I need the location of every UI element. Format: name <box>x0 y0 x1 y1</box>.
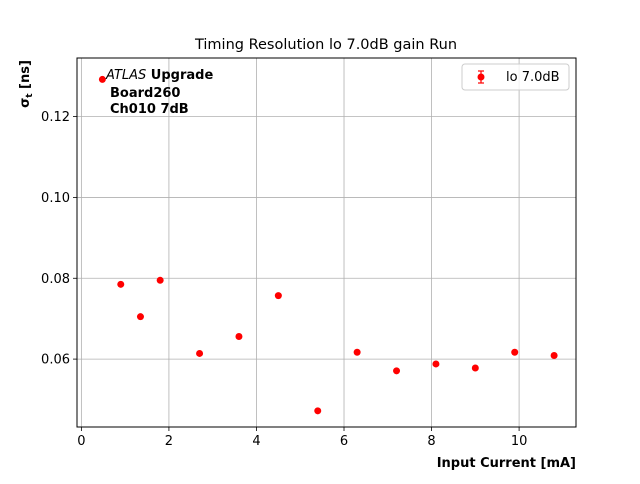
data-point <box>353 348 361 356</box>
upgrade-label: Upgrade <box>146 68 213 83</box>
x-tick-label: 0 <box>77 434 85 449</box>
x-tick-label: 2 <box>165 434 173 449</box>
legend: lo 7.0dB <box>461 63 570 91</box>
y-tick-label: 0.06 <box>41 353 70 368</box>
svg-text:ATLAS Upgrade: ATLAS Upgrade <box>105 68 213 83</box>
data-point <box>117 280 125 288</box>
data-point <box>196 349 204 357</box>
legend-marker <box>477 73 485 81</box>
chart-title: Timing Resolution lo 7.0dB gain Run <box>194 37 457 53</box>
data-point <box>471 364 479 372</box>
y-axis-label: σt [ns] <box>18 60 35 108</box>
data-point <box>156 276 164 284</box>
x-tick-label: 10 <box>511 434 528 449</box>
x-tick-label: 6 <box>340 434 348 449</box>
legend-box <box>461 63 570 91</box>
x-tick-label: 4 <box>252 434 260 449</box>
atlas-annotation: ATLAS Upgrade Board260 Ch010 7dB <box>105 68 213 117</box>
channel-label: Ch010 7dB <box>110 102 189 117</box>
plot-area-frame <box>76 57 577 428</box>
data-point <box>550 351 558 359</box>
data-point <box>432 360 440 368</box>
x-tick-label: 8 <box>427 434 435 449</box>
data-point <box>235 332 243 340</box>
y-tick-label: 0.10 <box>41 191 70 206</box>
x-axis-label: Input Current [mA] <box>437 456 576 471</box>
atlas-label: ATLAS <box>105 68 146 83</box>
y-axis-ticks: 0.06 0.08 0.10 0.12 <box>41 110 77 368</box>
data-point <box>511 348 519 356</box>
y-tick-label: 0.08 <box>41 272 70 287</box>
data-point <box>274 292 282 300</box>
data-points <box>98 75 558 415</box>
board-label: Board260 <box>110 86 180 101</box>
data-point <box>98 75 106 83</box>
y-tick-label: 0.12 <box>41 110 70 125</box>
x-axis-ticks: 0 2 4 6 8 10 <box>77 427 527 449</box>
data-point <box>136 313 144 321</box>
data-point <box>314 407 322 415</box>
data-point <box>393 367 401 375</box>
legend-label: lo 7.0dB <box>506 70 560 85</box>
